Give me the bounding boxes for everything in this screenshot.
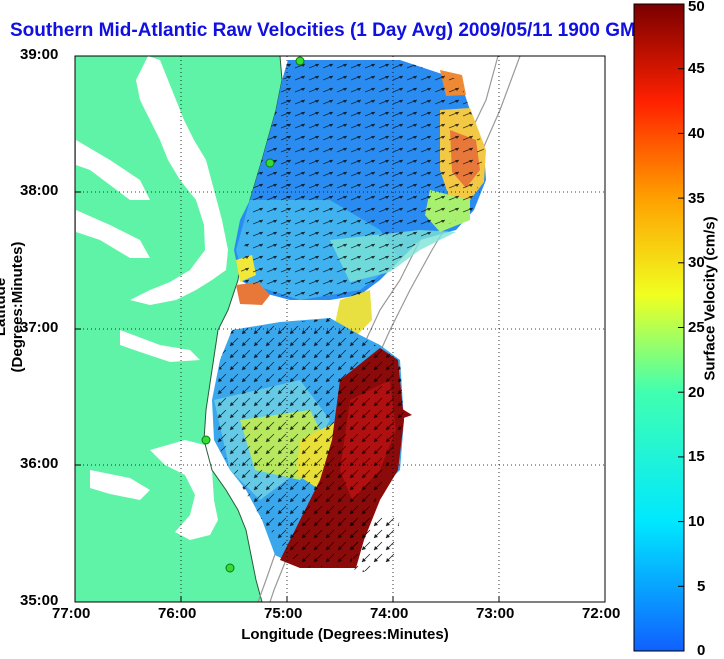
y-axis-label: Latitude (Degrees:Minutes) [0,241,26,373]
y-tick-label: 37:00 [20,319,59,336]
colorbar [633,3,685,652]
colorbar-tick-label: 35 [688,190,705,207]
radar-station-marker [201,435,211,445]
radar-station-marker [295,56,305,66]
colorbar-tick-label: 45 [688,60,705,77]
x-tick-label: 74:00 [370,605,409,622]
colorbar-tick-label: 5 [697,578,706,595]
x-tick-label: 72:00 [582,605,621,622]
radar-station-marker [225,563,235,573]
colorbar-tick-label: 25 [688,319,705,336]
y-tick-label: 38:00 [20,182,59,199]
y-tick-label: 36:00 [20,455,59,472]
map-title: Southern Mid-Atlantic Raw Velocities (1 … [10,20,648,41]
radar-station-marker [265,158,275,168]
colorbar-tick-label: 0 [697,642,706,659]
plot-area [75,56,605,602]
grid-lines [75,56,605,602]
x-tick-label: 76:00 [158,605,197,622]
y-tick-label: 39:00 [20,46,59,63]
colorbar-tick-label: 20 [688,384,705,401]
x-tick-label: 77:00 [52,605,91,622]
colorbar-tick-label: 40 [688,125,705,142]
colorbar-label: Surface Velocity (cm/s) [701,216,719,381]
colorbar-tick-label: 10 [688,513,705,530]
x-axis-label: Longitude (Degrees:Minutes) [241,626,449,643]
colorbar-tick-label: 50 [688,0,705,15]
x-tick-label: 73:00 [476,605,515,622]
chesapeake-bay [130,56,228,305]
colorbar-tick-label: 30 [688,254,705,271]
y-tick-label: 35:00 [20,592,59,609]
colorbar-tick-label: 15 [688,448,705,465]
x-tick-label: 75:00 [264,605,303,622]
